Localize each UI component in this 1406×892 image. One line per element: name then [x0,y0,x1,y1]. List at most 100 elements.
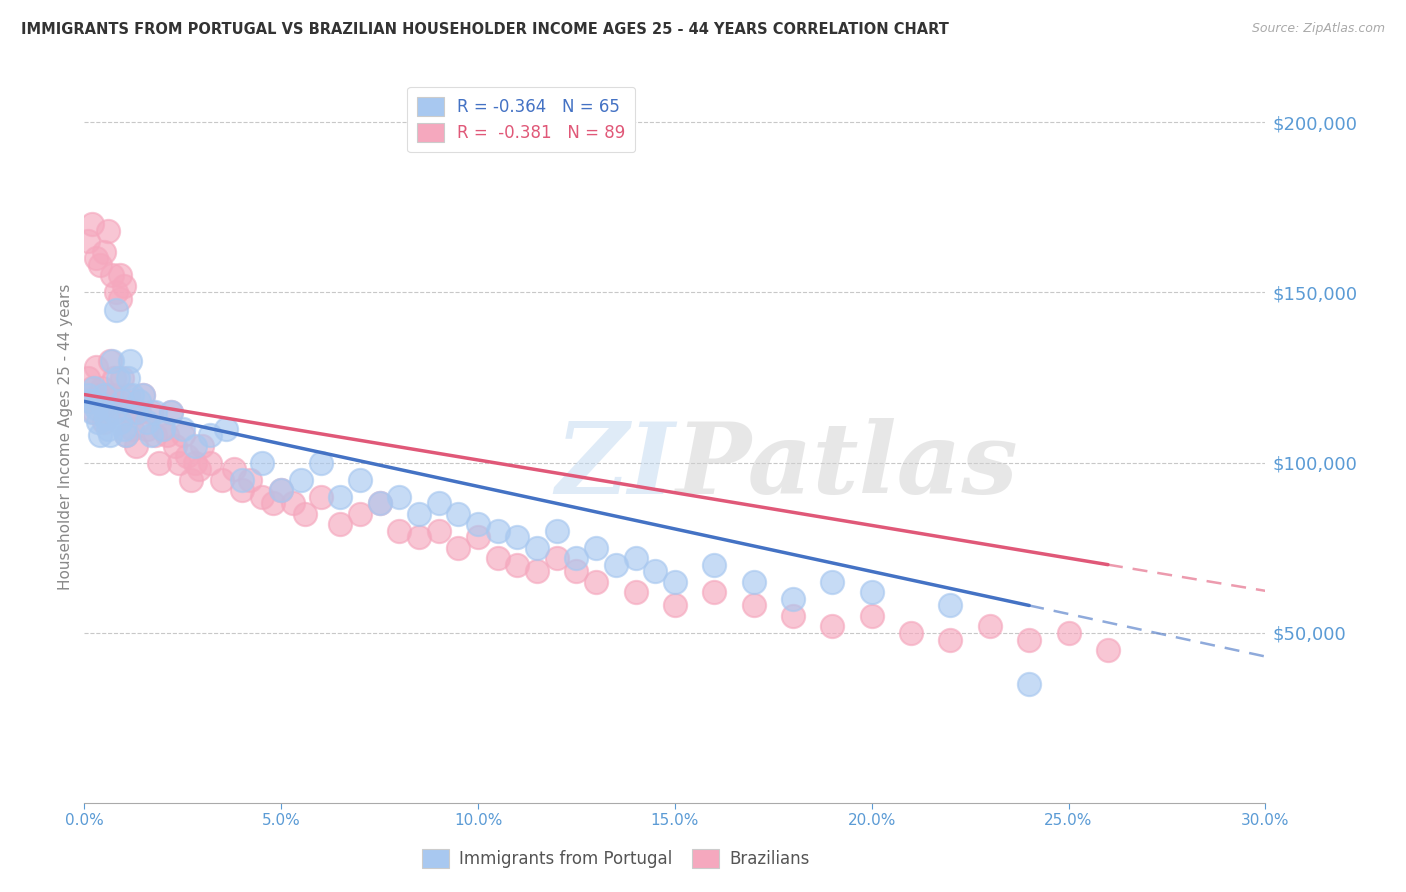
Point [103,370,125,384]
Point [118,353,141,368]
Point [467,516,489,531]
Point [664,574,686,589]
Point [104,302,127,317]
Point [703,585,725,599]
Point [349,473,371,487]
Point [939,599,962,613]
Point [79,394,101,409]
Point [183,456,205,470]
Text: Source: ZipAtlas.com: Source: ZipAtlas.com [1251,22,1385,36]
Point [97,404,120,418]
Point [79,394,101,409]
Point [167,456,190,470]
Point [565,565,588,579]
Point [447,541,470,555]
Point [89,428,111,442]
Point [108,268,131,283]
Point [124,404,146,418]
Point [160,404,183,418]
Point [83,381,105,395]
Point [98,353,121,368]
Point [1018,677,1040,691]
Point [215,421,238,435]
Point [91,381,114,395]
Point [136,415,159,429]
Point [108,415,131,429]
Point [1057,625,1080,640]
Point [136,421,159,435]
Point [742,599,765,613]
Point [506,558,529,572]
Point [103,404,125,418]
Point [112,278,135,293]
Point [486,550,509,565]
Point [114,428,136,442]
Point [77,387,100,401]
Point [82,404,104,418]
Point [262,496,284,510]
Point [163,439,186,453]
Point [152,421,174,435]
Point [89,394,111,409]
Point [128,404,150,418]
Point [624,550,647,565]
Point [118,404,141,418]
Point [939,632,962,647]
Point [101,268,124,283]
Point [742,574,765,589]
Point [644,565,666,579]
Point [222,462,245,476]
Point [143,428,166,442]
Point [427,524,450,538]
Point [250,490,273,504]
Point [107,370,129,384]
Point [101,387,124,401]
Point [231,483,253,497]
Point [112,394,135,409]
Point [94,387,117,401]
Point [97,421,120,435]
Point [427,496,450,510]
Point [82,218,104,232]
Point [84,401,107,416]
Point [132,387,155,401]
Point [117,370,139,384]
Point [93,244,115,259]
Text: IMMIGRANTS FROM PORTUGAL VS BRAZILIAN HOUSEHOLDER INCOME AGES 25 - 44 YEARS CORR: IMMIGRANTS FROM PORTUGAL VS BRAZILIAN HO… [21,22,949,37]
Point [87,387,110,401]
Point [141,428,163,442]
Point [782,608,804,623]
Point [526,541,548,555]
Point [104,285,127,300]
Point [546,524,568,538]
Point [506,531,529,545]
Point [486,524,509,538]
Point [121,387,143,401]
Point [447,507,470,521]
Point [114,428,136,442]
Point [187,462,209,476]
Point [290,473,312,487]
Point [107,394,129,409]
Point [860,608,883,623]
Point [821,574,844,589]
Point [585,541,607,555]
Point [388,524,411,538]
Point [546,550,568,565]
Point [108,293,131,307]
Point [782,591,804,606]
Point [128,394,150,409]
Point [180,473,202,487]
Point [664,599,686,613]
Point [83,404,105,418]
Point [270,483,292,497]
Point [329,490,352,504]
Point [82,381,104,395]
Point [368,496,391,510]
Point [112,421,135,435]
Point [467,531,489,545]
Point [979,619,1001,633]
Point [281,496,304,510]
Point [121,421,143,435]
Point [309,490,332,504]
